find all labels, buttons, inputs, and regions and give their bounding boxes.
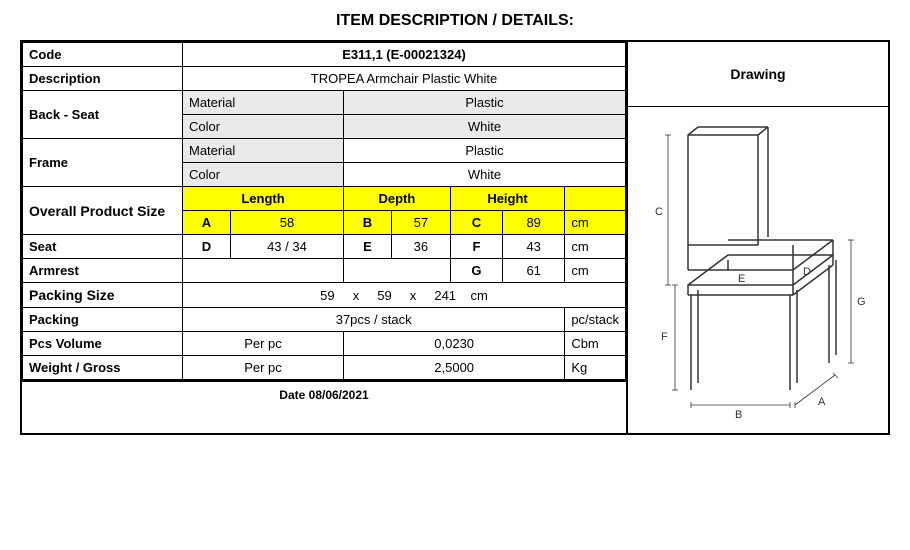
date-footer: Date 08/06/2021 — [22, 380, 626, 408]
label-material-1: Material — [183, 91, 344, 115]
label-description: Description — [23, 67, 183, 91]
label-frame: Frame — [23, 139, 183, 187]
letter-B: B — [343, 211, 391, 235]
label-height: Height — [450, 187, 565, 211]
page-title: ITEM DESCRIPTION / DETAILS: — [20, 12, 890, 30]
label-color-1: Color — [183, 115, 344, 139]
label-weight: Weight / Gross — [23, 356, 183, 380]
label-packing: Packing — [23, 308, 183, 332]
unit-cbm: Cbm — [565, 332, 626, 356]
dim-D: D — [803, 266, 811, 278]
letter-E: E — [343, 235, 391, 259]
value-C: 89 — [503, 211, 565, 235]
value-packing: 37pcs / stack — [183, 308, 565, 332]
dim-B: B — [735, 409, 742, 421]
value-F: 43 — [503, 235, 565, 259]
value-description: TROPEA Armchair Plastic White — [183, 67, 626, 91]
spec-sheet: Code E311,1 (E-00021324) Description TRO… — [20, 40, 890, 435]
pack-unit: cm — [471, 288, 488, 303]
label-color-2: Color — [183, 163, 344, 187]
value-E: 36 — [391, 235, 450, 259]
value-weight: 2,5000 — [343, 356, 564, 380]
label-material-2: Material — [183, 139, 344, 163]
label-back-seat: Back - Seat — [23, 91, 183, 139]
letter-C: C — [450, 211, 502, 235]
label-depth: Depth — [343, 187, 450, 211]
value-D: 43 / 34 — [230, 235, 343, 259]
value-frame-color: White — [343, 163, 625, 187]
letter-G: G — [450, 259, 502, 283]
unit-pcstack: pc/stack — [565, 308, 626, 332]
armrest-blank-2 — [343, 259, 450, 283]
dim-G: G — [857, 296, 866, 308]
label-armrest: Armrest — [23, 259, 183, 283]
per-pc-2: Per pc — [183, 356, 344, 380]
label-packing-size: Packing Size — [23, 283, 183, 308]
letter-A: A — [183, 211, 231, 235]
chair-drawing-icon: C F G B A E D — [643, 115, 873, 425]
dim-F: F — [661, 331, 668, 343]
unit-cm-3: cm — [565, 259, 626, 283]
dim-E: E — [738, 273, 745, 285]
label-seat: Seat — [23, 235, 183, 259]
dim-C: C — [655, 206, 663, 218]
pack-L: 59 — [320, 288, 334, 303]
value-bs-material: Plastic — [343, 91, 625, 115]
drawing-column: Drawing — [628, 42, 888, 433]
value-volume: 0,0230 — [343, 332, 564, 356]
value-bs-color: White — [343, 115, 625, 139]
label-code: Code — [23, 43, 183, 67]
pack-H: 241 — [434, 288, 456, 303]
x2: x — [410, 288, 417, 303]
unit-kg: Kg — [565, 356, 626, 380]
per-pc-1: Per pc — [183, 332, 344, 356]
label-overall: Overall Product Size — [23, 187, 183, 235]
x1: x — [353, 288, 360, 303]
value-A: 58 — [230, 211, 343, 235]
drawing-header: Drawing — [628, 42, 888, 107]
value-frame-material: Plastic — [343, 139, 625, 163]
label-pcs-volume: Pcs Volume — [23, 332, 183, 356]
value-code: E311,1 (E-00021324) — [183, 43, 626, 67]
spec-table-wrap: Code E311,1 (E-00021324) Description TRO… — [22, 42, 628, 433]
value-B: 57 — [391, 211, 450, 235]
pack-D: 59 — [377, 288, 391, 303]
blank-unit-1 — [565, 187, 626, 211]
spec-table: Code E311,1 (E-00021324) Description TRO… — [22, 42, 626, 380]
dim-A: A — [818, 396, 826, 408]
value-G: 61 — [503, 259, 565, 283]
value-packing-size: 59 x 59 x 241 cm — [183, 283, 626, 308]
unit-cm-1: cm — [565, 211, 626, 235]
drawing-body: C F G B A E D — [628, 107, 888, 433]
armrest-blank-1 — [183, 259, 344, 283]
label-length: Length — [183, 187, 344, 211]
letter-D: D — [183, 235, 231, 259]
unit-cm-2: cm — [565, 235, 626, 259]
letter-F: F — [450, 235, 502, 259]
